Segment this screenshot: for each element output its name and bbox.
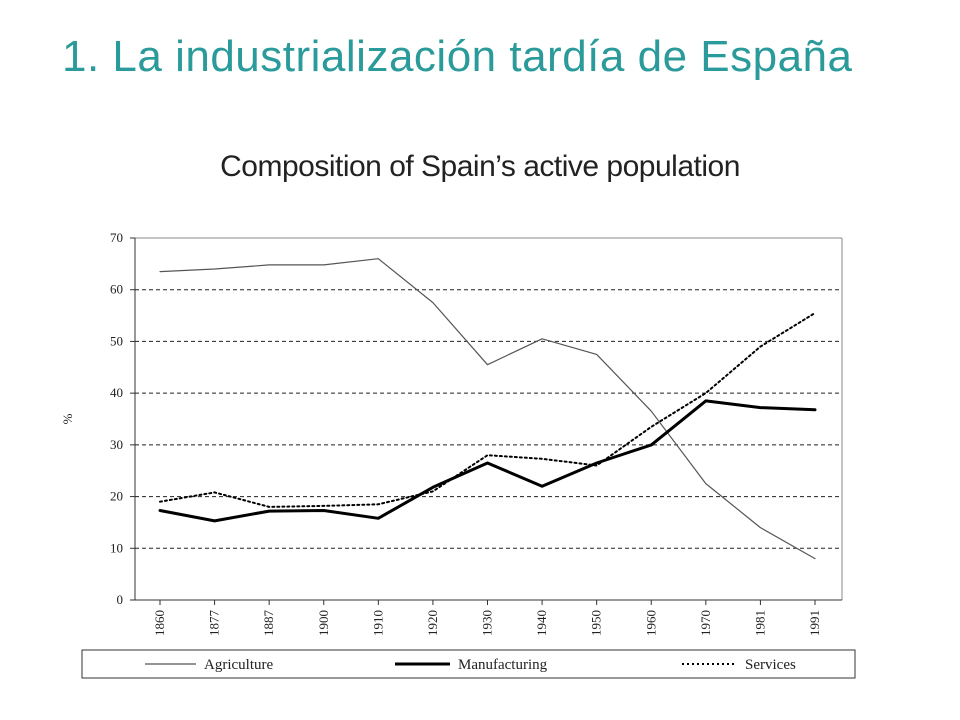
- x-tick-label: 1950: [589, 610, 604, 636]
- series-line-manufacturing: [158, 399, 817, 523]
- x-tick-label: 1981: [752, 610, 767, 636]
- x-tick-label: 1940: [534, 610, 549, 636]
- x-tick-label: 1887: [261, 610, 276, 637]
- x-tick-label: 1930: [480, 610, 495, 636]
- y-tick-label: 20: [110, 489, 123, 504]
- slide-title: 1. La industrialización tardía de España: [62, 32, 853, 81]
- legend-label-services: Services: [745, 657, 796, 673]
- x-tick-label: 1920: [425, 610, 440, 636]
- series-line-agriculture: [159, 258, 816, 560]
- x-tick-label: 1900: [316, 610, 331, 636]
- legend-box: [81, 649, 856, 679]
- x-tick-label: 1970: [698, 610, 713, 636]
- y-axis-label: %: [60, 413, 75, 424]
- x-tick-label: 1910: [370, 610, 385, 636]
- x-tick-label: 1860: [152, 610, 167, 636]
- legend-label-manufacturing: Manufacturing: [458, 657, 548, 673]
- y-tick-label: 10: [110, 540, 123, 555]
- legend-label-agriculture: Agriculture: [204, 657, 273, 673]
- x-tick-label: 1991: [807, 610, 822, 636]
- y-tick-label: 50: [110, 333, 123, 348]
- y-tick-label: 60: [110, 282, 123, 297]
- chart-title: Composition of Spain’s active population: [220, 150, 740, 183]
- y-tick-label: 0: [117, 592, 124, 607]
- y-tick-label: 70: [110, 230, 123, 245]
- series-line-services: [159, 312, 816, 508]
- y-tick-label: 40: [110, 385, 123, 400]
- y-tick-label: 30: [110, 437, 123, 452]
- x-tick-label: 1877: [207, 610, 222, 637]
- x-tick-label: 1960: [643, 610, 658, 636]
